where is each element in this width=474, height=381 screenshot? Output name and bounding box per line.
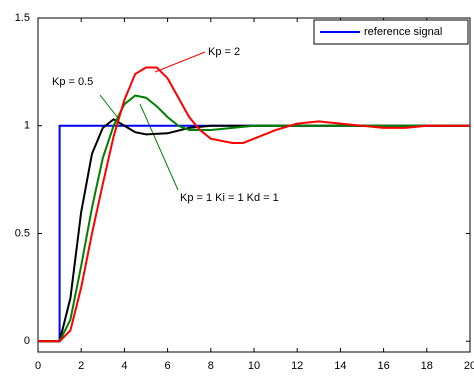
legend-label: reference signal (364, 26, 442, 38)
annotation-arrows (99, 51, 206, 191)
y-tick-label: 0 (24, 335, 30, 347)
y-tick-label: 1 (24, 120, 30, 132)
x-tick-label: 2 (78, 360, 84, 372)
series-line (38, 118, 470, 343)
annotation: Kp = 1 Ki = 1 Kd = 1 (180, 192, 279, 204)
x-tick-label: 12 (291, 360, 303, 372)
arrow (99, 94, 119, 119)
x-tick-label: 8 (208, 360, 214, 372)
annotation: Kp = 2 (208, 46, 240, 58)
x-tick-label: 14 (334, 360, 346, 372)
x-tick-label: 10 (248, 360, 260, 372)
arrow (139, 103, 179, 191)
x-tick-label: 18 (421, 360, 433, 372)
annotation: Kp = 0.5 (52, 76, 93, 88)
x-tick-label: 20 (464, 360, 474, 372)
series-line (38, 94, 470, 343)
x-tick-label: 4 (121, 360, 127, 372)
x-tick-label: 6 (165, 360, 171, 372)
y-tick-label: 0.5 (15, 227, 30, 239)
series-line (38, 66, 470, 343)
arrow (154, 51, 206, 73)
plot-area (37, 17, 471, 353)
x-tick-label: 16 (377, 360, 389, 372)
y-tick-label: 1.5 (15, 12, 30, 24)
x-tick-label: 0 (35, 360, 41, 372)
